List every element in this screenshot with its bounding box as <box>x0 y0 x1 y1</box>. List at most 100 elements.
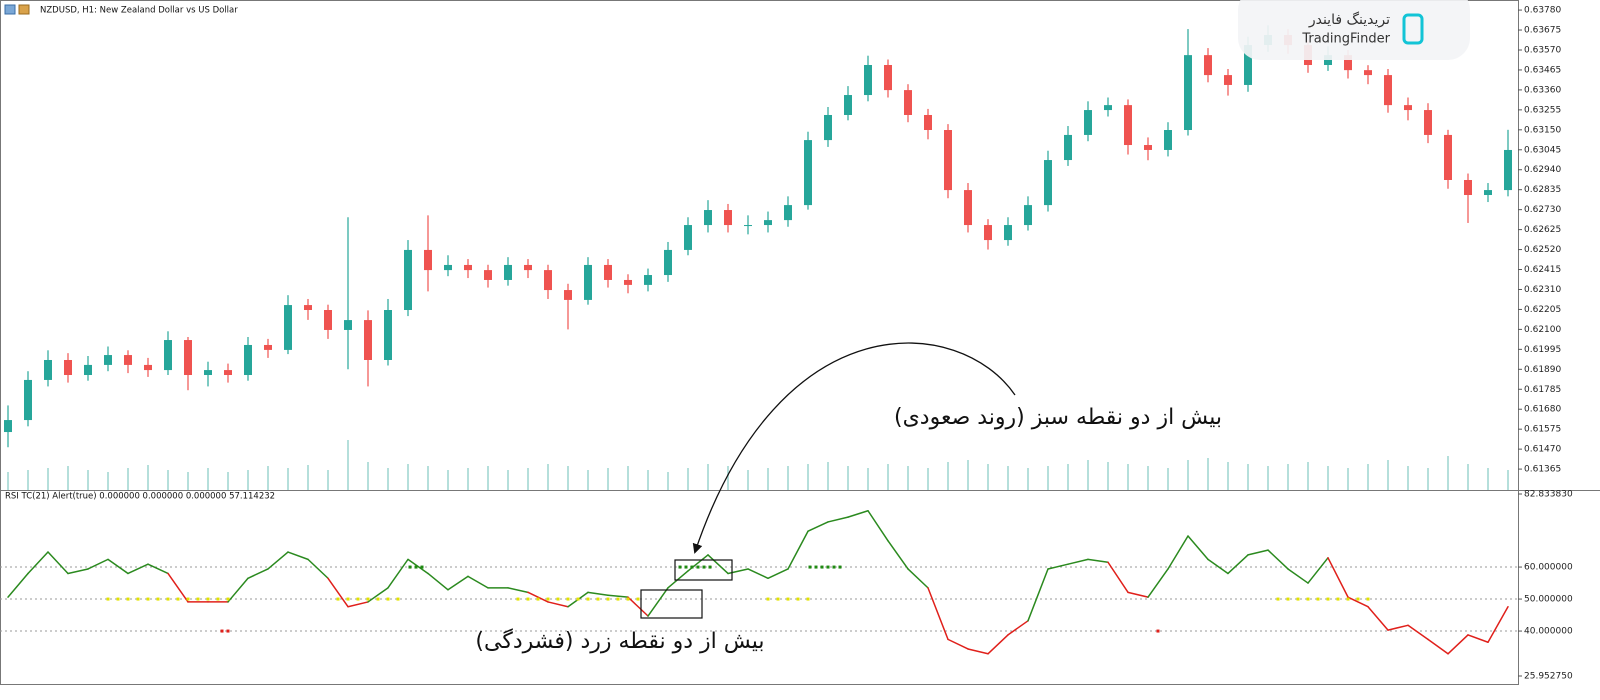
signal-dot <box>776 597 780 601</box>
rsi-segment <box>1047 563 1069 570</box>
signal-dot <box>1276 597 1280 601</box>
rsi-segment <box>47 551 69 575</box>
rsi-segment <box>647 587 669 617</box>
candle-body <box>844 95 852 115</box>
candle-body <box>404 249 412 311</box>
volume-bar <box>227 472 229 490</box>
candle-body <box>564 290 572 300</box>
rsi-segment <box>227 577 249 603</box>
signal-dot <box>808 565 812 569</box>
rsi-segment <box>367 587 389 603</box>
signal-dot <box>1306 597 1310 601</box>
signal-dot <box>690 565 694 569</box>
rsi-segment <box>587 591 609 596</box>
rsi-segment <box>1087 558 1109 564</box>
volume-bar <box>407 464 409 490</box>
candle-body <box>1464 179 1472 196</box>
rsi-segment <box>1027 568 1049 622</box>
signal-dot <box>826 565 830 569</box>
volume-bar <box>827 462 829 490</box>
volume-bar <box>1407 466 1409 490</box>
candle-body <box>444 264 452 271</box>
volume-bar <box>547 464 549 490</box>
volume-bar <box>947 462 949 490</box>
volume-bar <box>1127 464 1129 490</box>
volume-bar <box>27 470 29 490</box>
volume-bar <box>107 472 109 490</box>
volume-bar <box>327 470 329 490</box>
rsi-segment <box>7 572 29 598</box>
volume-bar <box>7 472 9 490</box>
signal-dots <box>106 597 1370 601</box>
price-title: NZDUSD, H1: New Zealand Dollar vs US Dol… <box>40 6 238 16</box>
y-tick-label: 0.61470 <box>1524 445 1561 455</box>
signal-dot <box>838 565 842 569</box>
signal-dot <box>336 597 340 601</box>
candle-body <box>1124 105 1132 146</box>
signal-dot <box>708 565 712 569</box>
signal-dot <box>516 597 520 601</box>
rsi-segment <box>607 594 629 598</box>
rsi-segment <box>447 575 469 591</box>
y-tick-label: 0.63570 <box>1524 45 1561 55</box>
volume-bar <box>1387 460 1389 490</box>
rsi-segment <box>887 540 909 570</box>
volume-bar <box>787 466 789 490</box>
signal-dot <box>386 597 390 601</box>
rsi-segment <box>1347 596 1369 608</box>
signal-dot <box>536 597 540 601</box>
candle-body <box>24 379 32 421</box>
candle-body <box>884 65 892 91</box>
candle-body <box>824 114 832 141</box>
candle-body <box>164 340 172 371</box>
rsi-segment <box>127 563 149 575</box>
rsi-segment <box>867 509 889 542</box>
candle-body <box>544 270 552 291</box>
rsi-segment <box>387 558 409 589</box>
y-tick-label: 0.63465 <box>1524 65 1561 75</box>
volume-bar <box>1267 466 1269 490</box>
rsi-segment <box>1207 558 1229 575</box>
signal-dot <box>206 597 210 601</box>
candle-body <box>1024 205 1032 226</box>
candle-body <box>484 270 492 280</box>
signal-dot <box>106 597 110 601</box>
signal-dot <box>136 597 140 601</box>
volume-bar <box>147 465 149 490</box>
y-tick-label: 0.61365 <box>1524 465 1561 475</box>
candle-body <box>1384 75 1392 106</box>
signal-dot <box>166 597 170 601</box>
rsi-segment <box>407 558 429 575</box>
volume-bar <box>1247 464 1249 490</box>
signal-dot <box>556 597 560 601</box>
y-tick-label: 0.62625 <box>1524 225 1561 235</box>
signal-dot <box>820 565 824 569</box>
volume-bar <box>307 465 309 490</box>
signal-dot <box>414 565 418 569</box>
volume-bar <box>1287 464 1289 490</box>
candle-body <box>1044 160 1052 206</box>
rsi-segment <box>427 572 449 591</box>
signal-dot <box>766 597 770 601</box>
candle-body <box>1424 110 1432 135</box>
volume-bar <box>387 468 389 490</box>
signal-dot <box>396 597 400 601</box>
rsi-segment <box>787 530 809 570</box>
rsi-segment <box>1107 561 1129 594</box>
volume-bar <box>867 468 869 490</box>
candle-body <box>1324 55 1332 66</box>
volume-bar <box>1027 468 1029 490</box>
rsi-segment <box>467 575 489 589</box>
highlight-box <box>674 559 733 581</box>
watermark-logo <box>1402 13 1424 45</box>
signal-dot <box>366 597 370 601</box>
volume-bar <box>47 468 49 490</box>
candle-body <box>504 264 512 280</box>
highlight-box <box>640 589 703 619</box>
volume-bar <box>1427 468 1429 490</box>
signal-dot <box>146 597 150 601</box>
candle-body <box>244 344 252 376</box>
watermark-subtitle: TradingFinder <box>1301 32 1390 47</box>
volume-bar <box>767 468 769 490</box>
